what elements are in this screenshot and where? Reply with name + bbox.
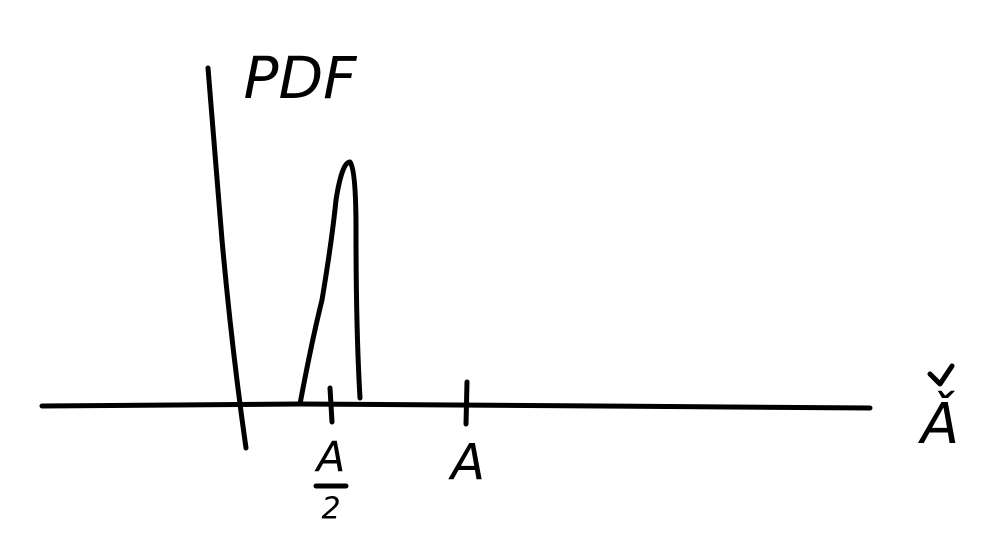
x-axis <box>42 404 870 408</box>
x-axis-label: Ǎ <box>918 392 959 457</box>
tick <box>466 382 467 424</box>
page: {"y_axis_label": "PDF", "x_axis_label": … <box>0 0 987 546</box>
sketch: PDF Ǎ A 2 A <box>0 0 987 546</box>
tick-label-numerator: A <box>314 433 346 482</box>
tick-label: A <box>448 434 485 492</box>
pdf-curve <box>300 162 360 404</box>
check-mark <box>930 366 952 384</box>
tick-label-denominator: 2 <box>321 492 340 527</box>
y-axis-label: PDF <box>244 44 359 112</box>
tick <box>330 388 332 422</box>
y-axis <box>208 68 246 448</box>
